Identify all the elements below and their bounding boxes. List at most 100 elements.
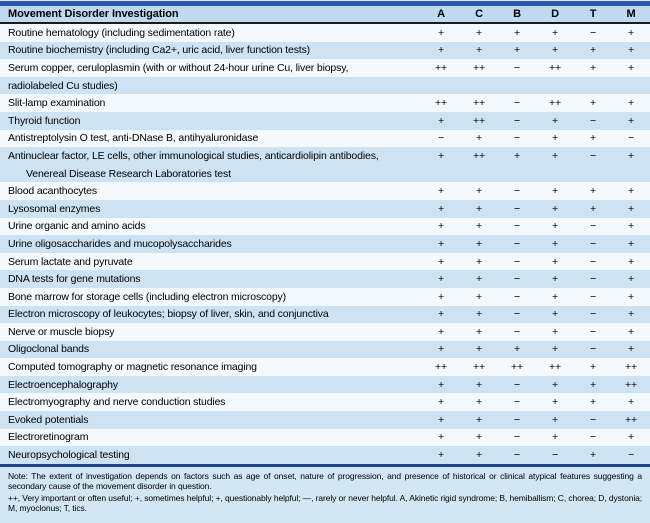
row-label: Electroretinogram xyxy=(8,431,89,444)
cell-value: + xyxy=(590,378,596,391)
cell-value: + xyxy=(628,343,634,356)
cell-value: + xyxy=(438,378,444,391)
table-row: DNA tests for gene mutations + + − + − + xyxy=(0,270,650,288)
cell-value: − xyxy=(590,290,596,303)
cell-value: − xyxy=(514,290,520,303)
table-row: Serum lactate and pyruvate + + − + − + xyxy=(0,252,650,271)
cell-value: + xyxy=(438,413,444,426)
table-title: Movement Disorder Investigation xyxy=(8,8,179,20)
cell-value: + xyxy=(438,325,444,338)
row-label: Urine oligosaccharides and mucopolysacch… xyxy=(8,237,232,250)
row-values: ++ ++ − ++ + + xyxy=(422,62,650,74)
top-accent-bar xyxy=(0,0,650,6)
cell-value: + xyxy=(476,202,482,215)
cell-value: + xyxy=(628,396,634,409)
cell-value: − xyxy=(514,202,520,215)
table-row: Urine organic and amino acids + + − + − + xyxy=(0,217,650,236)
cell-value: + xyxy=(628,26,634,39)
cell-value: − xyxy=(514,220,520,233)
row-label: Venereal Disease Research Laboratories t… xyxy=(26,167,231,180)
table-row: Oligoclonal bands + + + + − + xyxy=(0,340,650,359)
cell-value: + xyxy=(476,308,482,321)
cell-value: + xyxy=(552,220,558,233)
row-values: − + − + + − xyxy=(422,132,650,144)
cell-value: + xyxy=(628,325,634,338)
row-values: ++ ++ − ++ + + xyxy=(422,97,650,109)
cell-value: − xyxy=(590,237,596,250)
cell-value: ++ xyxy=(473,361,485,374)
cell-value: + xyxy=(552,26,558,39)
column-header: M xyxy=(626,8,636,20)
cell-value: − xyxy=(628,449,634,462)
cell-value: ++ xyxy=(511,361,523,374)
cell-value: − xyxy=(514,237,520,250)
note-paragraph: Note: The extent of investigation depend… xyxy=(8,470,642,491)
cell-value: + xyxy=(476,44,482,57)
cell-value: + xyxy=(476,132,482,145)
cell-value: ++ xyxy=(435,361,447,374)
cell-value: + xyxy=(590,61,596,74)
row-label: Thyroid function xyxy=(8,114,81,127)
cell-value: + xyxy=(438,431,444,444)
row-label: Routine hematology (including sedimentat… xyxy=(8,26,235,39)
cell-value: − xyxy=(552,449,558,462)
table-row: Serum copper, ceruloplasmin (with or wit… xyxy=(0,59,650,77)
cell-value: + xyxy=(552,290,558,303)
cell-value: + xyxy=(476,290,482,303)
cell-value: + xyxy=(552,325,558,338)
row-values: + + + + − + xyxy=(422,343,650,355)
cell-value: − xyxy=(590,308,596,321)
row-values: ++ ++ ++ ++ + ++ xyxy=(422,361,650,373)
cell-value: − xyxy=(590,413,596,426)
cell-value: + xyxy=(590,132,596,145)
cell-value: ++ xyxy=(473,149,485,162)
table-row: Thyroid function + ++ − + − + xyxy=(0,111,650,130)
row-label: Slit-lamp examination xyxy=(8,97,106,110)
row-label: Evoked potentials xyxy=(8,413,89,426)
column-header: B xyxy=(513,8,521,20)
row-label: Neuropsychological testing xyxy=(8,449,130,462)
cell-value: + xyxy=(628,149,634,162)
table-row: radiolabeled Cu studies) xyxy=(0,76,650,95)
row-values: + + + + + + xyxy=(422,44,650,56)
cell-value: + xyxy=(590,202,596,215)
row-values: + + − + + ++ xyxy=(422,379,650,391)
cell-value: ++ xyxy=(625,378,637,391)
cell-value: + xyxy=(552,413,558,426)
cell-value: ++ xyxy=(549,97,561,110)
row-values: + + − + − + xyxy=(422,431,650,443)
cell-value: + xyxy=(628,97,634,110)
cell-value: ++ xyxy=(473,114,485,127)
row-label: Antistreptolysin O test, anti-DNase B, a… xyxy=(8,132,259,145)
row-values: + + − + + + xyxy=(422,396,650,408)
cell-value: + xyxy=(438,149,444,162)
cell-value: − xyxy=(514,325,520,338)
cell-value: + xyxy=(476,273,482,286)
cell-value: − xyxy=(514,185,520,198)
cell-value: + xyxy=(476,413,482,426)
cell-value: + xyxy=(590,97,596,110)
legend-paragraph: ++, Very important or often useful; +, s… xyxy=(8,493,642,514)
column-header: A xyxy=(437,8,445,20)
row-values: + + − + − + xyxy=(422,308,650,320)
row-values: + + − + − + xyxy=(422,256,650,268)
row-label: Bone marrow for storage cells (including… xyxy=(8,290,286,303)
cell-value: − xyxy=(514,449,520,462)
row-label: radiolabeled Cu studies) xyxy=(8,79,118,92)
cell-value: + xyxy=(438,308,444,321)
row-values: + + + + − + xyxy=(422,27,650,39)
column-header: D xyxy=(551,8,559,20)
cell-value: + xyxy=(628,308,634,321)
cell-value: − xyxy=(590,343,596,356)
cell-value: + xyxy=(476,26,482,39)
cell-value: + xyxy=(552,308,558,321)
cell-value: + xyxy=(514,26,520,39)
row-label: Nerve or muscle biopsy xyxy=(8,325,115,338)
cell-value: + xyxy=(438,185,444,198)
cell-value: − xyxy=(514,396,520,409)
cell-value: + xyxy=(552,237,558,250)
cell-value: + xyxy=(552,114,558,127)
cell-value: ++ xyxy=(625,361,637,374)
cell-value: + xyxy=(552,185,558,198)
